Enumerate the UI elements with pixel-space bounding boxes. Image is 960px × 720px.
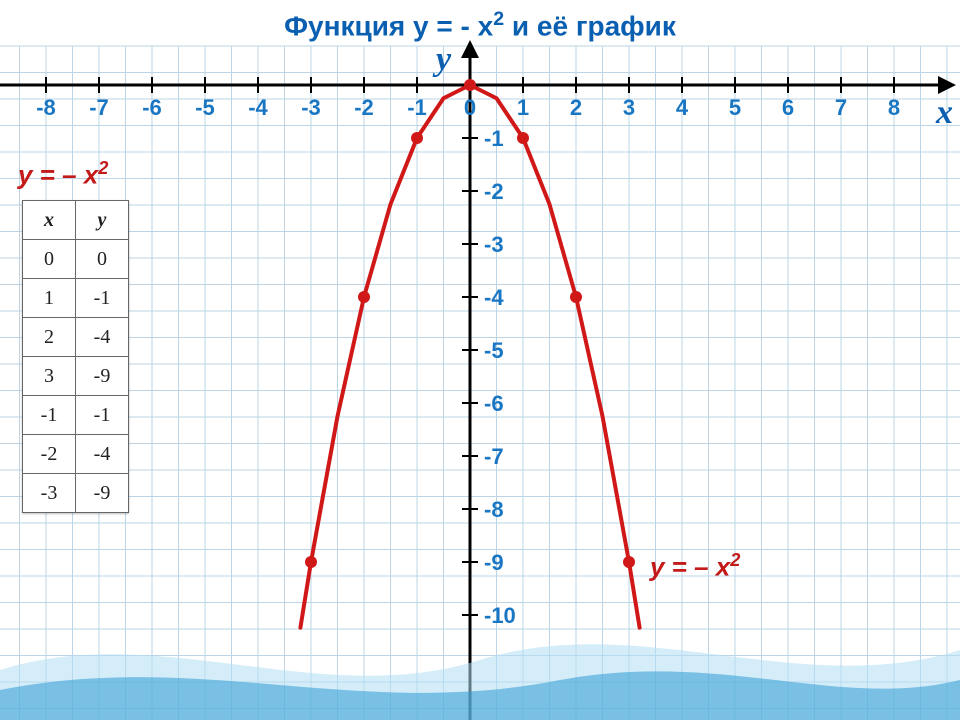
table-col-header: x: [23, 201, 76, 240]
svg-text:-7: -7: [484, 444, 504, 469]
eq2-sup: 2: [730, 550, 740, 570]
table-cell: -3: [23, 474, 76, 513]
svg-text:3: 3: [623, 95, 635, 120]
svg-text:-8: -8: [36, 95, 56, 120]
eq1-sup: 2: [98, 158, 108, 178]
svg-text:-7: -7: [89, 95, 109, 120]
table-cell: -9: [76, 357, 129, 396]
table-cell: 0: [23, 240, 76, 279]
svg-text:-5: -5: [484, 338, 504, 363]
svg-text:5: 5: [729, 95, 741, 120]
table-row: -3-9: [23, 474, 129, 513]
svg-text:-8: -8: [484, 497, 504, 522]
table-cell: -4: [76, 435, 129, 474]
svg-text:-2: -2: [484, 179, 504, 204]
svg-text:8: 8: [888, 95, 900, 120]
svg-text:-1: -1: [484, 126, 504, 151]
table-cell: -9: [76, 474, 129, 513]
table-row: 2-4: [23, 318, 129, 357]
eq2-prefix: y = – x: [650, 552, 730, 582]
table-cell: -4: [76, 318, 129, 357]
plot-svg: xy-8-7-6-5-4-3-2-1012345678-1-2-3-4-5-6-…: [0, 0, 960, 720]
svg-text:-5: -5: [195, 95, 215, 120]
svg-text:-4: -4: [484, 285, 504, 310]
table-row: 1-1: [23, 279, 129, 318]
svg-text:-3: -3: [301, 95, 321, 120]
title-suffix: и её график: [504, 10, 676, 41]
equation-label-top: y = – x2: [18, 158, 108, 191]
svg-text:-4: -4: [248, 95, 268, 120]
svg-text:7: 7: [835, 95, 847, 120]
title-sup: 2: [493, 8, 504, 30]
svg-text:-2: -2: [354, 95, 374, 120]
table-header-row: xy: [23, 201, 129, 240]
table-cell: 1: [23, 279, 76, 318]
table-row: 3-9: [23, 357, 129, 396]
svg-text:4: 4: [676, 95, 689, 120]
svg-text:6: 6: [782, 95, 794, 120]
svg-text:x: x: [935, 94, 953, 131]
table-cell: 3: [23, 357, 76, 396]
table-row: -2-4: [23, 435, 129, 474]
svg-text:-6: -6: [142, 95, 162, 120]
table-col-header: y: [76, 201, 129, 240]
title-prefix: Функция y = - x: [284, 10, 493, 41]
table-cell: -1: [23, 396, 76, 435]
table-cell: -1: [76, 396, 129, 435]
svg-text:-1: -1: [407, 95, 427, 120]
svg-text:-3: -3: [484, 232, 504, 257]
table-cell: -1: [76, 279, 129, 318]
table-cell: 2: [23, 318, 76, 357]
table-cell: 0: [76, 240, 129, 279]
eq1-prefix: y = – x: [18, 160, 98, 190]
table-row: 00: [23, 240, 129, 279]
table-row: -1-1: [23, 396, 129, 435]
figure-root: xy-8-7-6-5-4-3-2-1012345678-1-2-3-4-5-6-…: [0, 0, 960, 720]
svg-text:-10: -10: [484, 603, 516, 628]
svg-text:0: 0: [464, 95, 476, 120]
value-table: xy 001-12-43-9-1-1-2-4-3-9: [22, 200, 129, 513]
svg-text:2: 2: [570, 95, 582, 120]
svg-text:-9: -9: [484, 550, 504, 575]
svg-text:1: 1: [517, 95, 529, 120]
page-title: Функция y = - x2 и её график: [0, 8, 960, 42]
svg-text:-6: -6: [484, 391, 504, 416]
equation-label-bottom: y = – x2: [650, 550, 740, 583]
table-cell: -2: [23, 435, 76, 474]
